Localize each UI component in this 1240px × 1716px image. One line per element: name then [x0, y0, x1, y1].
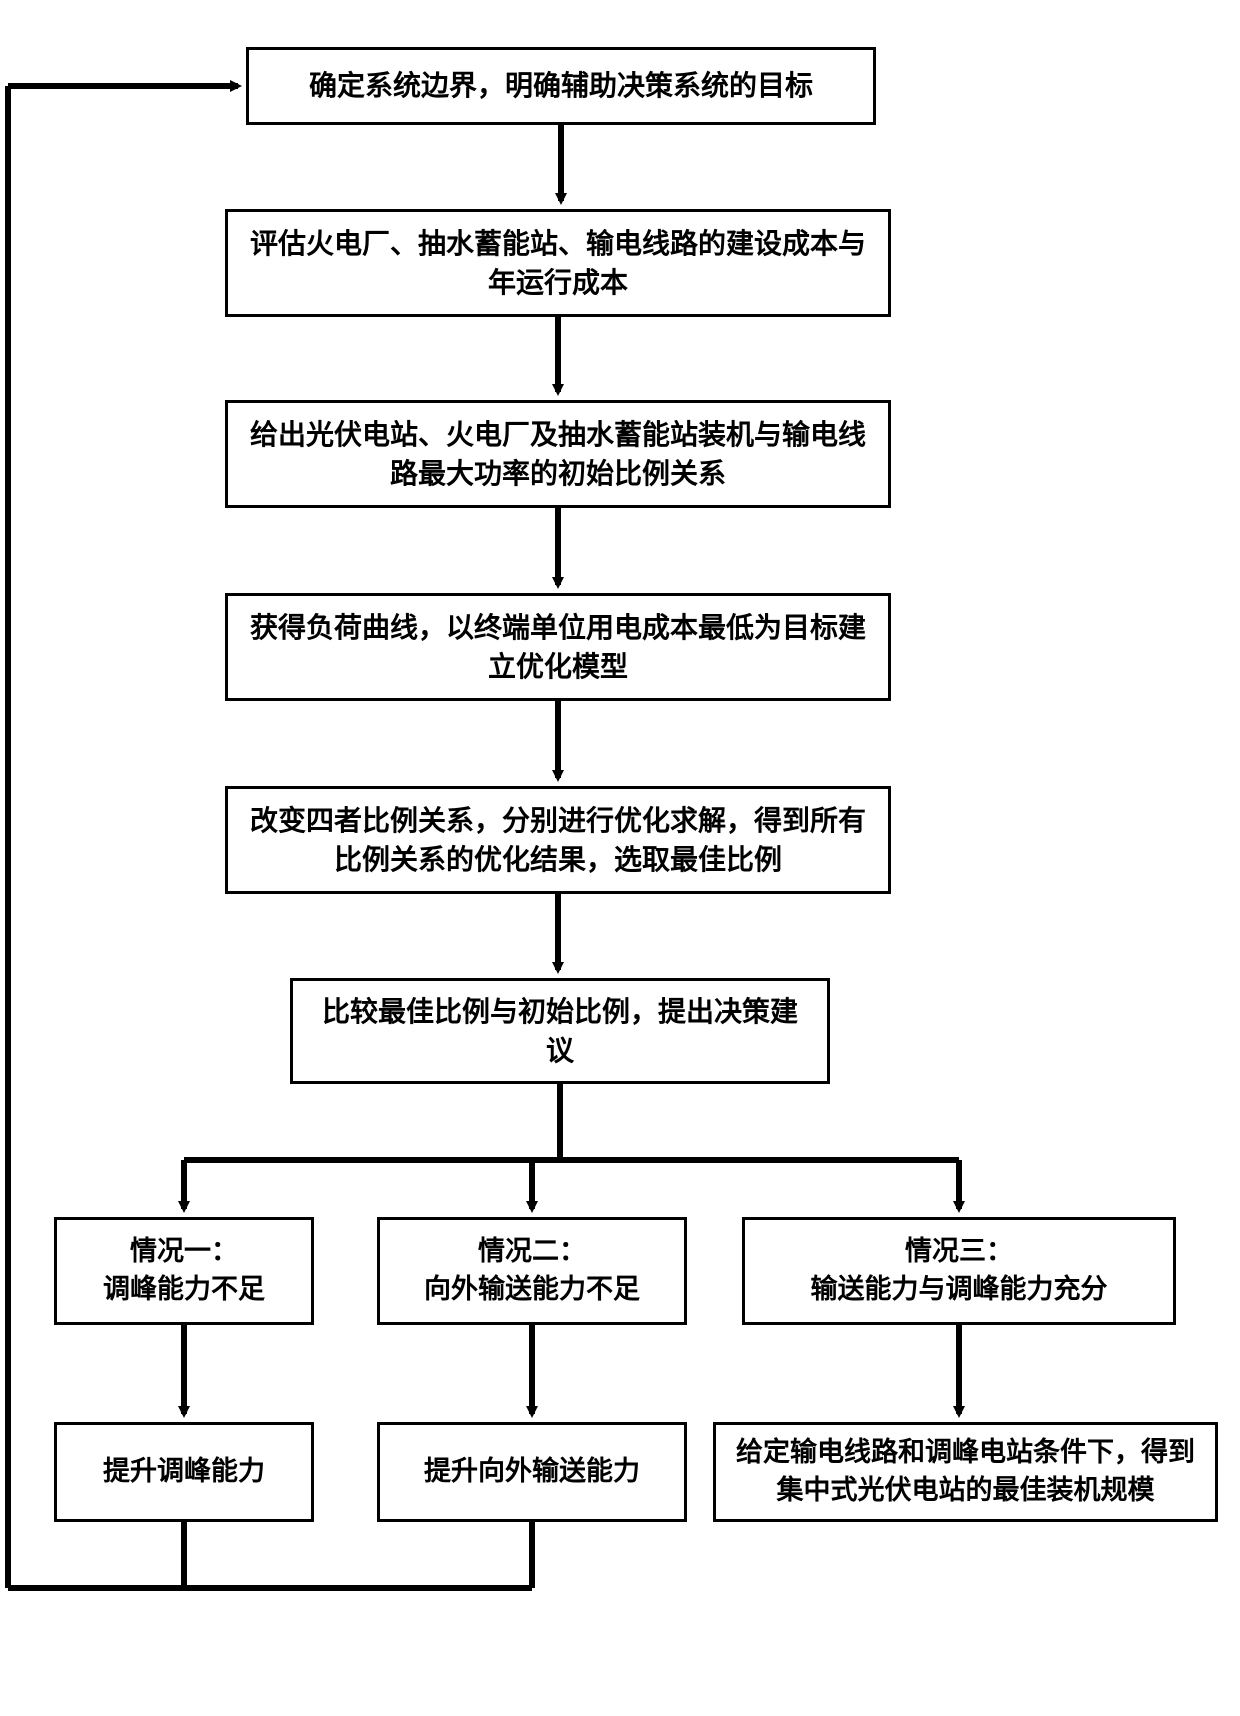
flowchart-node-c2a: 情况二： 向外输送能力不足: [377, 1217, 687, 1325]
flowchart-node-n1: 确定系统边界，明确辅助决策系统的目标: [246, 47, 876, 125]
node-text: 给定输电线路和调峰电站条件下，得到集中式光伏电站的最佳装机规模: [732, 1434, 1199, 1510]
flowchart-node-n6: 比较最佳比例与初始比例，提出决策建议: [290, 978, 830, 1084]
flowchart-node-n2: 评估火电厂、抽水蓄能站、输电线路的建设成本与年运行成本: [225, 209, 891, 317]
node-text: 提升向外输送能力: [424, 1453, 640, 1491]
node-text: 情况二： 向外输送能力不足: [424, 1233, 640, 1309]
flowchart-node-c1a: 情况一： 调峰能力不足: [54, 1217, 314, 1325]
flowchart-node-c3b: 给定输电线路和调峰电站条件下，得到集中式光伏电站的最佳装机规模: [713, 1422, 1218, 1522]
node-text: 比较最佳比例与初始比例，提出决策建议: [309, 992, 811, 1070]
node-text: 获得负荷曲线，以终端单位用电成本最低为目标建立优化模型: [244, 608, 872, 686]
node-text: 情况一： 调峰能力不足: [103, 1233, 265, 1309]
node-text: 提升调峰能力: [103, 1453, 265, 1491]
node-text: 确定系统边界，明确辅助决策系统的目标: [309, 66, 813, 105]
node-text: 评估火电厂、抽水蓄能站、输电线路的建设成本与年运行成本: [244, 224, 872, 302]
flowchart-node-c2b: 提升向外输送能力: [377, 1422, 687, 1522]
flowchart-node-c3a: 情况三： 输送能力与调峰能力充分: [742, 1217, 1176, 1325]
flowchart-node-n3: 给出光伏电站、火电厂及抽水蓄能站装机与输电线路最大功率的初始比例关系: [225, 400, 891, 508]
node-text: 给出光伏电站、火电厂及抽水蓄能站装机与输电线路最大功率的初始比例关系: [244, 415, 872, 493]
flowchart-node-c1b: 提升调峰能力: [54, 1422, 314, 1522]
flowchart-node-n4: 获得负荷曲线，以终端单位用电成本最低为目标建立优化模型: [225, 593, 891, 701]
node-text: 情况三： 输送能力与调峰能力充分: [811, 1233, 1108, 1309]
node-text: 改变四者比例关系，分别进行优化求解，得到所有比例关系的优化结果，选取最佳比例: [244, 801, 872, 879]
flowchart-node-n5: 改变四者比例关系，分别进行优化求解，得到所有比例关系的优化结果，选取最佳比例: [225, 786, 891, 894]
